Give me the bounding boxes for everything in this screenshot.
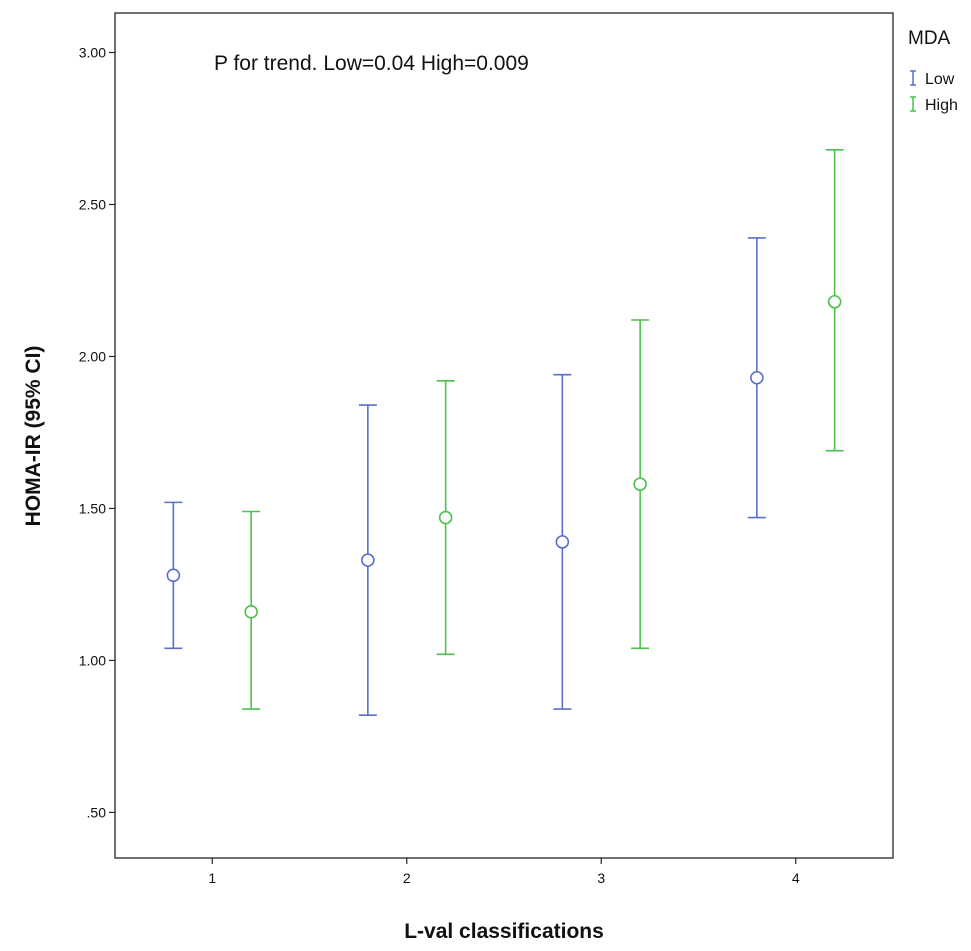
legend: MDA Low High xyxy=(908,28,958,114)
y-tick-label: 2.00 xyxy=(79,348,106,364)
y-tick-label: 1.50 xyxy=(79,500,106,516)
series-low xyxy=(164,237,766,716)
trend-annotation: P for trend. Low=0.04 High=0.009 xyxy=(214,52,529,75)
y-axis-title: HOMA-IR (95% CI) xyxy=(22,346,45,527)
mean-marker xyxy=(438,510,453,525)
mean-marker xyxy=(633,477,647,491)
series-high xyxy=(242,148,844,710)
mean-marker xyxy=(361,553,375,567)
y-tick-label: 2.50 xyxy=(79,196,106,212)
legend-label: High xyxy=(925,97,958,114)
mean-marker xyxy=(827,294,842,309)
plot-frame xyxy=(114,12,894,859)
y-tick-label: .50 xyxy=(87,804,107,820)
x-axis: 1 2 3 4 xyxy=(208,858,800,886)
x-tick-label: 2 xyxy=(403,870,411,886)
x-tick-label: 1 xyxy=(208,870,216,886)
mean-marker xyxy=(244,604,258,619)
x-tick-label: 4 xyxy=(792,870,800,886)
y-tick-label: 3.00 xyxy=(79,45,106,61)
legend-label: Low xyxy=(925,71,955,88)
x-axis-title: L-val classifications xyxy=(404,920,604,943)
legend-title: MDA xyxy=(908,28,951,49)
mean-marker xyxy=(555,535,570,549)
mean-marker xyxy=(166,568,181,583)
x-tick-label: 3 xyxy=(597,870,605,886)
series-layer xyxy=(164,148,844,716)
mean-marker xyxy=(750,370,764,385)
y-axis: .50 1.00 1.50 2.00 2.50 3.00 xyxy=(79,45,115,820)
y-tick-label: 1.00 xyxy=(79,652,106,668)
